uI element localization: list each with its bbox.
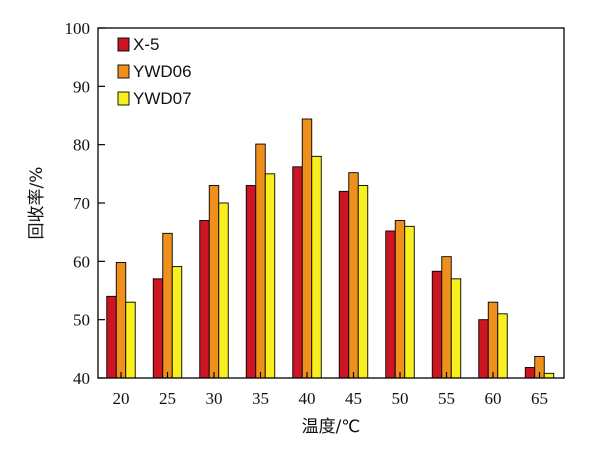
x-tick-label-50: 50 <box>392 389 409 408</box>
legend-swatch-ywd07 <box>117 91 130 106</box>
x-tick-label-20: 20 <box>113 389 130 408</box>
bar-ywd07-40 <box>311 155 322 379</box>
bar-ywd07-50 <box>404 225 415 379</box>
x-axis-title: 温度/℃ <box>302 417 361 437</box>
y-axis-title: 回收率/% <box>27 167 47 240</box>
bar-x5-20 <box>106 295 117 379</box>
bar-ywd07-35 <box>264 173 276 379</box>
bar-ywd06-55 <box>441 256 452 379</box>
bar-x5-40 <box>292 166 303 379</box>
bar-x5-65 <box>524 367 536 379</box>
bar-ywd06-45 <box>348 172 359 379</box>
bar-ywd06-60 <box>487 301 499 379</box>
x-tick-label-25: 25 <box>159 389 176 408</box>
bar-ywd06-50 <box>394 220 406 379</box>
bar-ywd06-30 <box>208 185 220 379</box>
bar-x5-60 <box>478 319 489 379</box>
x-tick-label-65: 65 <box>531 389 548 408</box>
bar-x5-45 <box>338 190 350 379</box>
bar-x5-35 <box>245 185 257 379</box>
y-tick-label-60: 60 <box>73 252 90 271</box>
x-tick-label-55: 55 <box>438 389 455 408</box>
legend: X-5 YWD06 YWD07 <box>117 35 192 108</box>
bar-ywd07-30 <box>218 202 229 379</box>
y-tick-label-90: 90 <box>73 77 90 96</box>
x-tick-label-40: 40 <box>299 389 316 408</box>
bar-ywd07-20 <box>125 301 136 379</box>
legend-swatch-x5 <box>117 37 130 52</box>
bar-ywd07-55 <box>450 278 462 379</box>
bar-x5-30 <box>199 220 210 379</box>
legend-label-ywd06: YWD06 <box>133 62 192 81</box>
legend-swatch-ywd06 <box>117 64 130 79</box>
y-tick-label-40: 40 <box>73 369 90 388</box>
bar-ywd07-65 <box>543 372 555 379</box>
y-tick-label-50: 50 <box>73 311 90 330</box>
x-tick-label-30: 30 <box>206 389 223 408</box>
bars-layer <box>106 118 555 379</box>
bar-ywd07-25 <box>171 266 183 379</box>
bar-ywd06-35 <box>255 143 266 379</box>
bar-x5-55 <box>431 270 443 379</box>
bar-ywd07-60 <box>497 313 508 379</box>
bar-ywd06-25 <box>162 232 173 379</box>
legend-label-x5: X-5 <box>133 35 159 54</box>
ticks-layer: 40 50 60 70 80 90 100 20 25 30 35 40 45 50 55 60 65 <box>65 19 549 408</box>
x-tick-label-60: 60 <box>485 389 502 408</box>
y-tick-label-100: 100 <box>65 19 91 38</box>
bar-ywd06-40 <box>301 118 313 379</box>
bar-ywd06-20 <box>115 262 127 379</box>
x-tick-label-35: 35 <box>252 389 269 408</box>
x-tick-label-45: 45 <box>345 389 362 408</box>
bar-x5-50 <box>385 230 396 379</box>
y-tick-label-80: 80 <box>73 136 90 155</box>
bar-x5-25 <box>152 278 164 379</box>
bar-ywd07-45 <box>357 185 369 379</box>
y-tick-label-70: 70 <box>73 194 90 213</box>
legend-label-ywd07: YWD07 <box>133 89 192 108</box>
